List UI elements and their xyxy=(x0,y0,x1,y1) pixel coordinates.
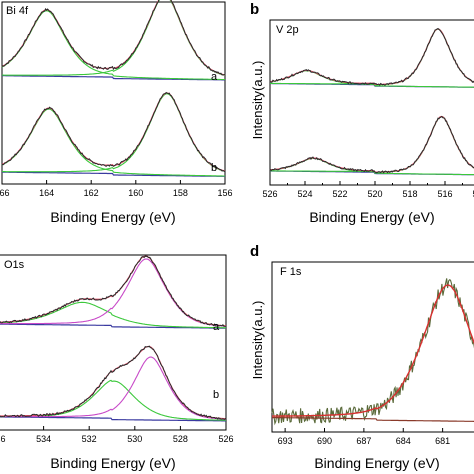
x-tick-label-f1s: 681 xyxy=(435,436,450,446)
x-tick-label-v2p: 516 xyxy=(437,189,452,199)
spectrum-fit-v2p xyxy=(269,115,474,173)
spectrum-fit-v2p xyxy=(269,28,474,86)
spectra-f1s xyxy=(271,278,474,426)
spectrum-component-o1s xyxy=(0,379,227,421)
spectra-o1s xyxy=(0,255,227,422)
x-tick-label-f1s: 690 xyxy=(317,436,332,446)
spectrum-component-v2p xyxy=(269,28,474,86)
plot-frame-f1s xyxy=(271,261,474,433)
spectrum-component-bi4f xyxy=(2,0,226,76)
spectrum-raw-f1s xyxy=(271,278,474,426)
spectrum-fit-o1s xyxy=(0,345,226,420)
x-tick-label-bi4f: 162 xyxy=(84,188,99,198)
plot-frame-v2p xyxy=(269,19,474,186)
spectrum-component-o1s xyxy=(0,356,227,420)
x-axis-label-f1s: Binding Energy (eV) xyxy=(314,455,439,471)
spectrum-fit-f1s xyxy=(272,284,474,417)
x-tick-label-f1s: 687 xyxy=(356,436,371,446)
x-tick-label-o1s: 530 xyxy=(127,434,142,444)
x-tick-label-v2p: 518 xyxy=(402,189,417,199)
spectra-v2p xyxy=(269,27,474,176)
spectrum-background-bi4f xyxy=(2,75,225,81)
panel-letter-d: d xyxy=(250,243,259,260)
spectrum-raw-bi4f xyxy=(1,0,226,76)
panel-title-o1s: O1s xyxy=(4,259,25,271)
panel-v2p: b Intensity(a.u.) V 2p 526 524 522 520 518 51… xyxy=(250,1,474,225)
spectrum-label-b-bi4f: b xyxy=(211,162,217,174)
x-tick-label-f1s: 684 xyxy=(396,436,411,446)
panel-title-bi4f: Bi 4f xyxy=(6,5,29,17)
spectrum-label-a-o1s: a xyxy=(213,321,220,333)
spectrum-label-b-o1s: b xyxy=(213,389,219,401)
spectrum-component-bi4f xyxy=(2,93,226,173)
plot-frame-bi4f xyxy=(1,1,226,185)
spectrum-background-bi4f xyxy=(2,171,226,177)
x-tick-label-o1s: 534 xyxy=(36,434,51,444)
panel-f1s: d Intensity(a.u.) F 1s 69369068768468167… xyxy=(250,243,474,471)
spectrum-background-o1s xyxy=(0,416,226,422)
panel-title-f1s: F 1s xyxy=(280,266,302,278)
plot-frame-o1s xyxy=(0,254,227,431)
x-tick-label-bi4f: 158 xyxy=(173,188,188,198)
x-tick-label-bi4f: 156 xyxy=(217,188,232,198)
x-tick-label-bi4f: 160 xyxy=(128,188,143,198)
spectrum-background-o1s xyxy=(0,323,226,329)
x-tick-label-o1s: 528 xyxy=(173,434,188,444)
x-tick-label-v2p: 524 xyxy=(297,189,312,199)
y-axis-label-f1s: Intensity(a.u.) xyxy=(250,301,265,380)
y-axis-label-v2p: Intensity(a.u.) xyxy=(250,61,265,140)
panel-title-v2p: V 2p xyxy=(276,24,299,36)
spectra-bi4f xyxy=(1,0,226,177)
x-tick-label-f1s: 693 xyxy=(278,436,293,446)
x-tick-label-o1s: 532 xyxy=(82,434,97,444)
spectrum-component-o1s xyxy=(0,258,227,327)
spectrum-fit-bi4f xyxy=(1,0,226,76)
x-tick-label-bi4f: 166 xyxy=(0,188,10,198)
panel-letter-b: b xyxy=(250,1,259,18)
spectrum-raw-o1s xyxy=(0,255,227,327)
spectrum-background-f1s xyxy=(272,417,474,422)
x-tick-label-v2p: 514 xyxy=(472,189,474,199)
spectrum-component-v2p xyxy=(269,70,474,88)
x-tick-label-v2p: 522 xyxy=(332,189,347,199)
spectrum-fit-bi4f xyxy=(1,92,226,172)
spectrum-component-v2p xyxy=(270,116,474,173)
x-ticks-f1s: 693690687684681678 xyxy=(278,428,450,446)
x-tick-label-bi4f: 164 xyxy=(39,188,54,198)
x-ticks-bi4f: 166 164 162 160 158 156 xyxy=(0,180,233,198)
x-ticks-v2p: 526 524 522 520 518 516 514 xyxy=(262,181,474,199)
spectrum-component-v2p xyxy=(270,157,474,176)
x-axis-label-o1s: Binding Energy (eV) xyxy=(50,455,175,471)
x-tick-label-v2p: 526 xyxy=(262,189,277,199)
spectrum-raw-bi4f xyxy=(1,91,226,173)
x-axis-label-v2p: Binding Energy (eV) xyxy=(309,209,434,225)
spectrum-raw-v2p xyxy=(269,115,474,174)
spectrum-raw-o1s xyxy=(0,345,227,420)
x-ticks-o1s: 536 534 532 530 528 526 xyxy=(0,426,234,444)
panel-bi4f: Bi 4f 166 164 162 160 158 156 a b Binding Ene… xyxy=(0,0,233,225)
x-tick-label-o1s: 536 xyxy=(0,434,6,444)
panel-o1s: O1s 536 534 532 530 528 526 a b Binding Energ… xyxy=(0,254,234,471)
spectrum-label-a-bi4f: a xyxy=(211,71,218,83)
x-axis-label-bi4f: Binding Energy (eV) xyxy=(50,209,175,225)
x-tick-label-o1s: 526 xyxy=(218,434,233,444)
x-tick-label-v2p: 520 xyxy=(367,189,382,199)
spectrum-raw-v2p xyxy=(269,27,474,86)
